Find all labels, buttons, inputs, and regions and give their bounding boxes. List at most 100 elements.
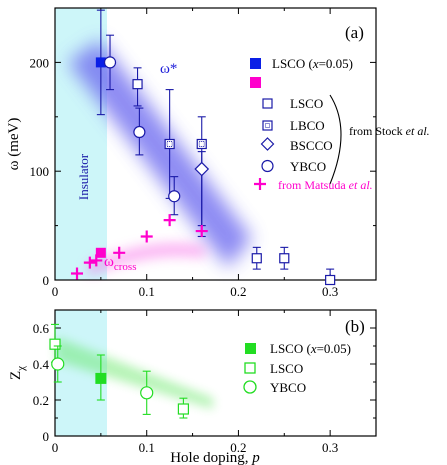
series-a-5: [103, 34, 181, 216]
x-tick-label-b: 0.2: [230, 440, 246, 455]
data-point: [51, 357, 65, 371]
legend-b-lsco-x005-label: LSCO (x=0.05): [270, 341, 351, 356]
legend-matsuda: from Matsuda et al.: [254, 178, 373, 192]
data-point: [103, 56, 117, 69]
data-point: [164, 138, 175, 150]
data-point: [279, 253, 290, 264]
y-axis-label-a: ω (meV): [6, 118, 22, 171]
omega-star-symbol: ω*: [160, 61, 177, 77]
x-tick-label-a: 0.3: [322, 284, 338, 299]
data-point: [177, 403, 189, 415]
panel-b-data: [49, 323, 189, 419]
legend-lbco-marker: [262, 120, 273, 131]
omega-cross-label: ωcross: [104, 254, 136, 273]
data-point: [95, 372, 107, 384]
series-a-6: [71, 214, 208, 280]
y-tick-label-a: 100: [30, 164, 50, 179]
x-axis-label-var: p: [251, 450, 260, 465]
panel-a-frame: [54, 7, 377, 281]
data-point: [195, 225, 208, 238]
legend-lbco-marker-inner: [265, 123, 270, 128]
x-tick-label-b: 0: [52, 440, 59, 455]
y-tick-label-b: 0.4: [33, 357, 50, 372]
data-point: [163, 214, 176, 227]
omega-star-band: [68, 40, 252, 268]
x-tick-label-b: 0.1: [139, 440, 155, 455]
legend-stock-brace: [329, 94, 342, 185]
data-point: [325, 274, 336, 286]
data-point-inner: [166, 141, 173, 147]
data-point: [133, 125, 146, 139]
y-axis-label-b: Zχ: [8, 366, 27, 380]
legend-lsco-label: LSCO: [290, 96, 323, 111]
y-tick-label-a: 0: [43, 273, 50, 288]
series-a-0: [95, 9, 106, 116]
series-b-2: [51, 345, 154, 415]
data-point: [140, 386, 154, 400]
legend-b-lsco-label: LSCO: [270, 361, 303, 376]
data-point: [113, 246, 126, 259]
panel-b: 0 0.1 0.2 0.3 0 0.2 0.4 0.6 (b) Zχ Hole doping,…: [8, 309, 377, 465]
series-a-4: [194, 151, 210, 238]
data-point: [71, 267, 84, 280]
y-axis-label-b-main: Z: [8, 371, 24, 380]
legend-b: LSCO (x=0.05) LSCO YBCO: [243, 341, 351, 395]
panel-b-axes: 0 0.1 0.2 0.3 0 0.2 0.4 0.6: [33, 310, 376, 455]
data-point: [83, 256, 96, 269]
legend-lbco-label: LBCO: [290, 118, 325, 133]
data-point: [49, 338, 61, 350]
zchi-band: [56, 337, 213, 409]
legend-matsuda-label: from Matsuda et al.: [278, 178, 373, 192]
panel-a-axes: 0 0.1 0.2 0.3 0 100 200: [30, 8, 376, 299]
y-axis-label-b-sub: χ: [15, 366, 27, 372]
legend-matsuda-marker: [254, 178, 266, 190]
data-point: [95, 247, 106, 258]
panel-a-label: (a): [345, 23, 364, 42]
legend-from-stock-label: from Stock et al.: [349, 124, 430, 138]
data-point: [251, 253, 262, 264]
panel-a-data: [71, 9, 336, 286]
x-tick-label-a: 0: [52, 284, 59, 299]
data-point: [168, 190, 181, 203]
legend-lsco-x005-blue-marker: [250, 58, 261, 69]
series-a-2: [132, 67, 336, 286]
legend-bscco-marker: [260, 137, 275, 151]
legend-lsco-x005-label: LSCO (x=0.05): [272, 56, 353, 71]
y-tick-label-a: 200: [30, 55, 50, 70]
series-b-0: [95, 354, 107, 401]
legend-bscco-label: BSCCO: [290, 138, 333, 153]
x-tick-label-b: 0.3: [322, 440, 338, 455]
insulator-label: Insulator: [76, 153, 91, 200]
legend-ybco-marker: [261, 159, 274, 173]
data-point: [196, 138, 207, 150]
panel-b-frame: [54, 309, 377, 437]
omega-cross-main: ω: [104, 254, 114, 270]
y-tick-label-b: 0.2: [33, 393, 49, 408]
panel-b-label: (b): [345, 317, 365, 336]
series-a-1: [95, 247, 106, 258]
legend-lsco-marker: [262, 98, 273, 109]
data-point: [140, 230, 153, 243]
legend-stock: LSCO LBCO BSCCO YBCO from Stock et al.: [260, 94, 430, 185]
x-axis-label: Hole doping, p: [170, 450, 260, 465]
legend-b-ybco-label: YBCO: [270, 380, 306, 395]
data-point: [90, 254, 103, 267]
legend-lsco-x005-magenta-marker: [250, 77, 261, 88]
legend-b-lsco-x005-marker: [245, 343, 256, 354]
y-tick-label-b: 0: [43, 429, 50, 444]
data-point: [132, 79, 143, 90]
omega-cross-band: [88, 243, 205, 276]
data-point: [95, 57, 106, 68]
x-tick-label-a: 0.2: [230, 284, 246, 299]
omega-star-label: ω*: [160, 61, 177, 77]
data-point: [194, 161, 210, 177]
data-point-inner: [198, 141, 205, 147]
x-axis-label-main: Hole doping,: [170, 450, 252, 465]
legend-b-lsco-marker: [244, 362, 256, 374]
legend-ybco-label: YBCO: [290, 159, 326, 174]
x-tick-label-a: 0.1: [139, 284, 155, 299]
omega-cross-sub: cross: [114, 261, 137, 273]
y-tick-label-b: 0.6: [33, 321, 50, 336]
